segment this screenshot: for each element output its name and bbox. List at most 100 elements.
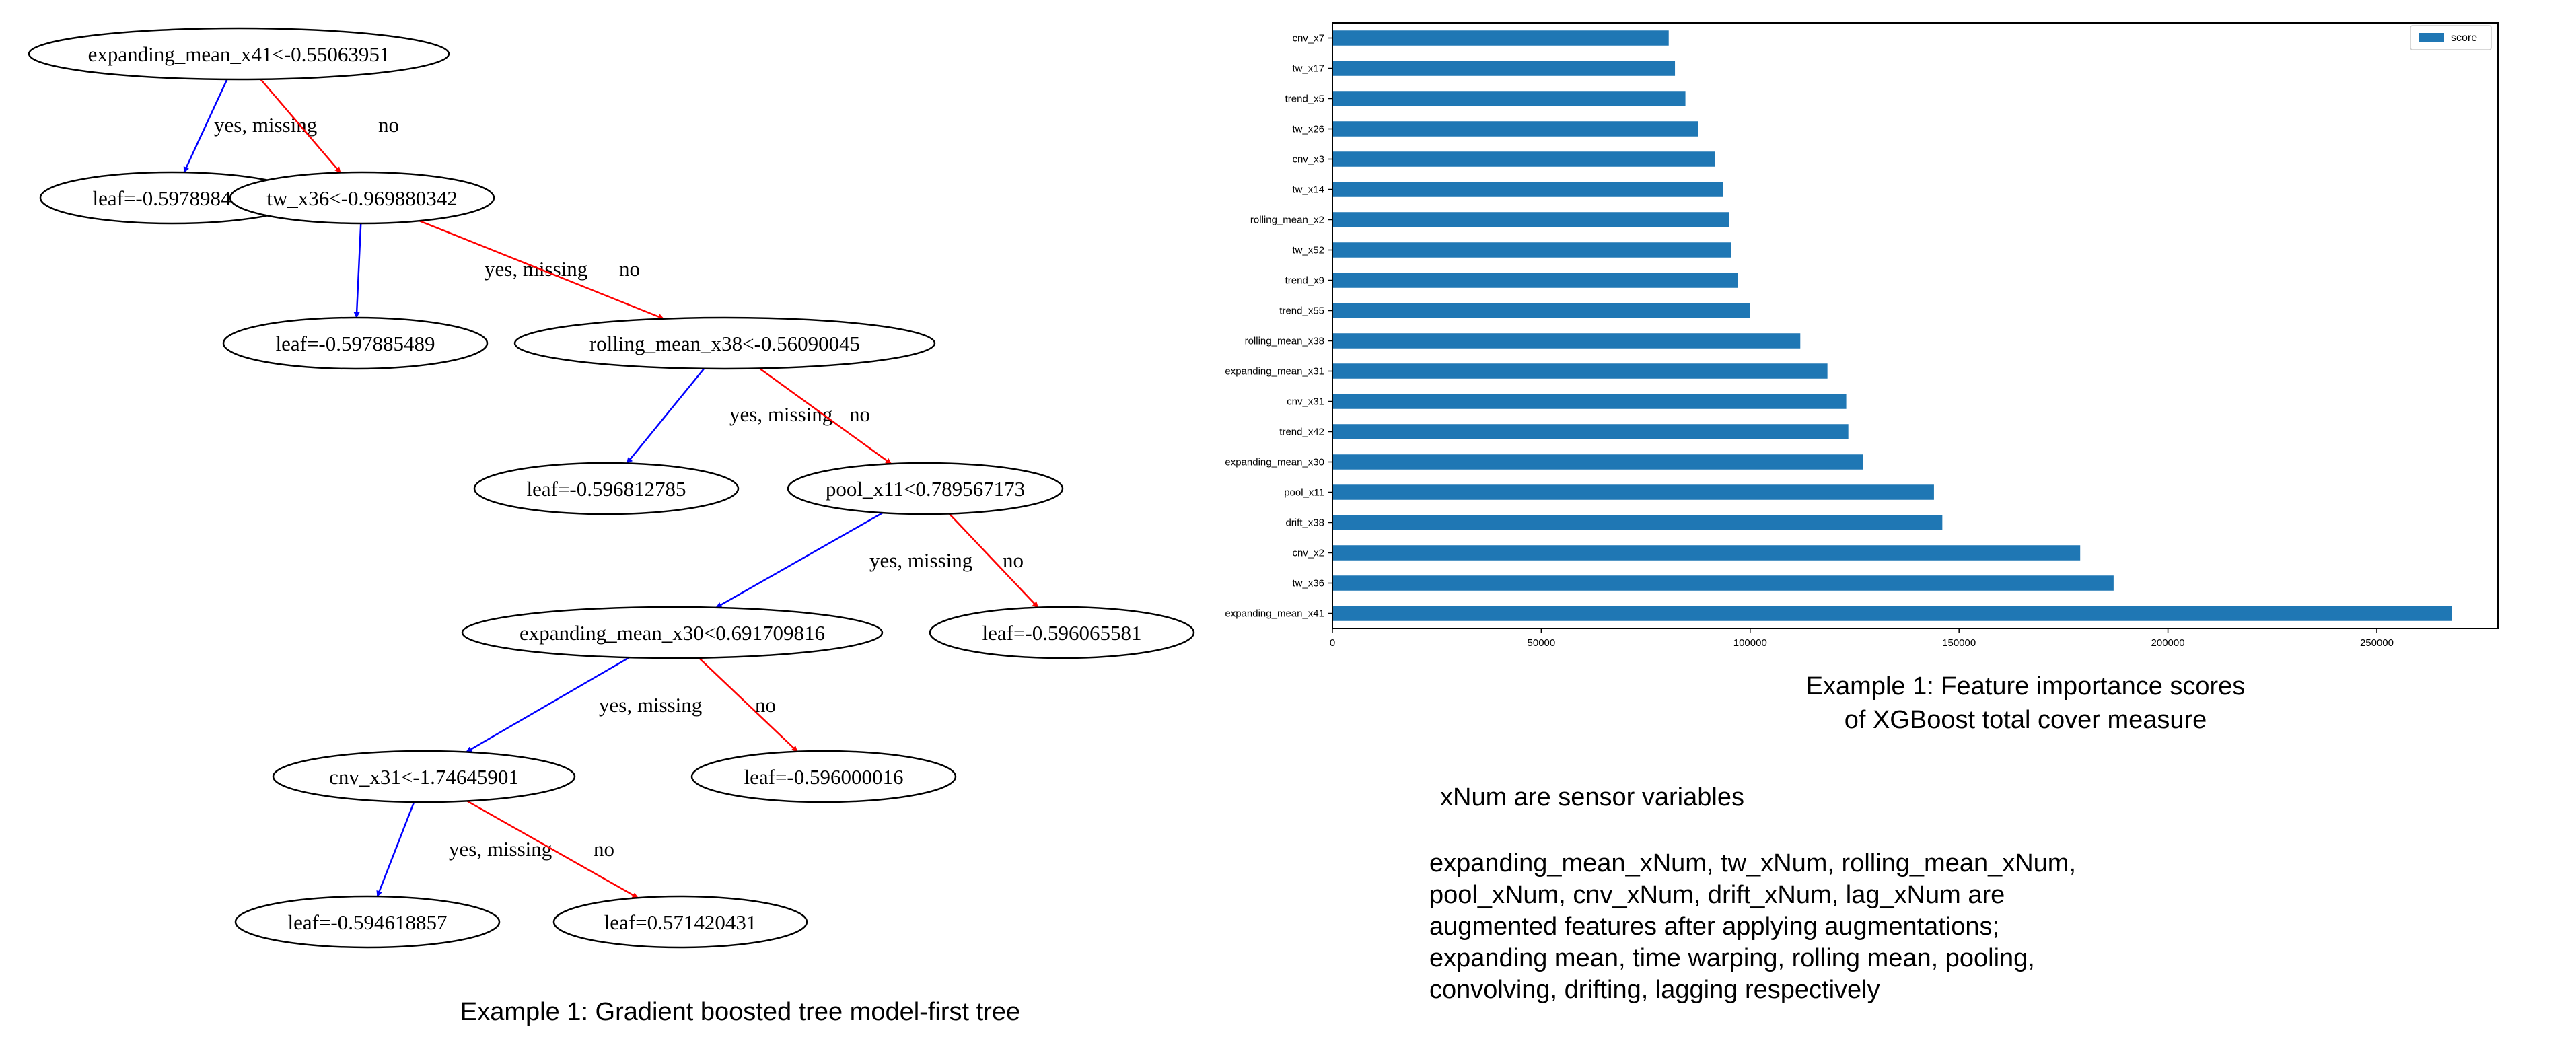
x-tick-label: 250000 [2360,637,2394,649]
tree-edge-label: no [755,693,776,717]
tree-node-shape [513,316,936,370]
y-tick-label: trend_x42 [1279,427,1324,438]
tree-edge-n6-n8 [948,513,1039,608]
tree-edge-n4-n6 [758,367,892,465]
y-tick-label: expanding_mean_x31 [1225,366,1324,378]
notes-line-5: convolving, drifting, lagging respective… [1429,976,1880,1004]
bar-expanding_mean_x31 [1332,363,1828,379]
y-tick-label: expanding_mean_x30 [1225,457,1324,468]
tree-edge-label: yes, missing [214,113,317,137]
tree-edge-label: yes, missing [485,257,587,281]
tree-node-label: leaf=-0.596000016 [744,765,903,789]
tree-edge-label: no [378,113,399,137]
tree-node-shape [28,27,450,81]
y-tick-label: pool_x11 [1284,487,1324,499]
legend-box [2410,25,2492,50]
tree-edge-label: no [1003,548,1024,572]
tree-node-shape [787,462,1064,515]
chart-caption-line-1: Example 1: Feature importance scores [1805,672,2246,701]
tree-node-label: expanding_mean_x30<0.691709816 [520,621,825,645]
bar-tw_x26 [1332,121,1698,137]
tree-node-shape [461,606,884,659]
tree-edge-n7-n10 [698,657,798,752]
tree-node-shape [552,895,808,949]
tree-edge-n9-n12 [466,800,639,899]
notes-body: expanding_mean_xNum, tw_xNum, rolling_me… [1429,848,2076,1006]
tree-edge-label: no [619,257,640,281]
tree-node-label: leaf=-0.597885489 [275,332,435,355]
bar-expanding_mean_x30 [1332,454,1863,470]
chart-caption: Example 1: Feature importance scores of … [1669,670,2382,737]
bar-cnv_x7 [1332,30,1669,46]
notes-heading: xNum are sensor variables [1440,783,1744,812]
y-tick-label: cnv_x2 [1292,548,1324,559]
tree-node-label: expanding_mean_x41<-0.55063951 [88,42,390,66]
feature-importance-chart: cnv_x7 tw_x17 trend_x5 tw_x26 cnv_x3 tw_x14ro… [1225,22,2499,649]
notes-line-1: expanding_mean_xNum, tw_xNum, rolling_me… [1429,849,2077,877]
tree-node-label: rolling_mean_x38<-0.56090045 [589,332,860,355]
tree-node-label: cnv_x31<-1.74645901 [329,765,519,789]
tree-node-label: leaf=0.571420431 [604,910,757,934]
bar-tw_x14 [1332,182,1723,197]
legend-swatch [2419,33,2444,42]
y-tick-label: cnv_x7 [1292,33,1324,44]
tree-node-label: leaf=-0.596812785 [526,477,686,501]
bar-tw_x52 [1332,242,1731,258]
tree-node-label: leaf=-0.596065581 [982,621,1141,645]
notes-line-3: augmented features after applying augmen… [1429,912,2000,941]
y-tick-label: cnv_x3 [1292,154,1324,166]
bar-expanding_mean_x41 [1332,606,2452,621]
tree-edge-n6-n7 [715,512,884,608]
decision-tree: yes, missing no yes, missing no yes, missing… [28,27,1195,949]
tree-edge-n2-n3 [353,223,362,318]
tree-edge-label: no [594,837,614,861]
bar-drift_x38 [1332,515,1943,530]
tree-node-shape [229,171,495,225]
tree-edge-label: no [849,402,870,426]
bar-trend_x55 [1332,303,1750,318]
y-tick-label: cnv_x31 [1287,396,1324,408]
legend-label: score [2451,32,2477,44]
tree-node-shape [929,606,1195,659]
tree-node-label: tw_x36<-0.969880342 [266,186,458,210]
chart-legend: score [2410,25,2492,50]
tree-edge-label: yes, missing [599,693,702,717]
x-tick-label: 0 [1330,637,1335,649]
tree-node-label: leaf=-0.594618857 [287,910,447,934]
chart-frame [1332,22,2499,629]
y-tick-label: rolling_mean_x38 [1245,336,1324,347]
bar-cnv_x3 [1332,151,1715,167]
tree-node-shape [690,750,957,803]
y-tick-label: tw_x14 [1292,184,1324,196]
bar-cnv_x2 [1332,545,2081,561]
chart-caption-line-2: of XGBoost total cover measure [1844,706,2207,734]
y-tick-label: drift_x38 [1285,517,1324,529]
bar-cnv_x31 [1332,394,1847,409]
y-tick-label: trend_x9 [1285,275,1324,287]
x-tick-label: 200000 [2151,637,2185,649]
y-tick-label: expanding_mean_x41 [1225,608,1324,620]
tree-edge-n7-n9 [466,657,630,753]
tree-node-shape [222,316,489,370]
bar-trend_x5 [1332,91,1686,106]
tree-edge-label: yes, missing [729,402,832,426]
tree-node-label: leaf=-0.597898483 [92,186,252,210]
tree-caption: Example 1: Gradient boosted tree model-f… [460,998,1021,1026]
tree-edge-n2-n4 [419,220,665,320]
tree-edge-n4-n5 [626,368,705,464]
tree-node-shape [234,895,501,949]
tree-node-shape [272,750,576,803]
notes-line-4: expanding mean, time warping, rolling me… [1429,944,2035,972]
y-tick-label: tw_x52 [1292,245,1324,256]
tree-edge-n0-n2 [260,78,341,174]
bar-pool_x11 [1332,484,1934,500]
bar-trend_x42 [1332,424,1849,439]
y-tick-label: tw_x17 [1292,63,1324,75]
y-tick-label: tw_x36 [1292,578,1324,589]
bar-tw_x36 [1332,575,2114,591]
tree-edge-n0-n1 [183,79,228,173]
y-tick-label: trend_x5 [1285,94,1324,105]
x-tick-label: 150000 [1942,637,1976,649]
tree-edge-n9-n11 [376,801,415,897]
